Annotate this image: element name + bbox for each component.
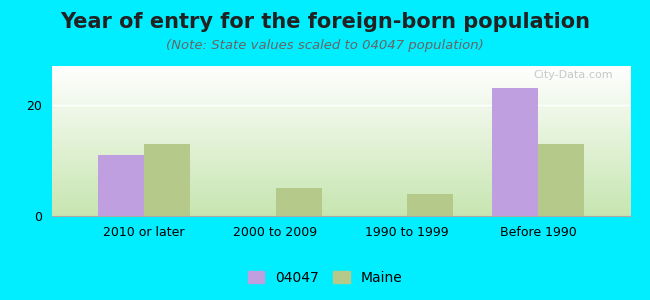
Bar <box>538 144 584 216</box>
Bar <box>493 88 538 216</box>
Text: City-Data.com: City-Data.com <box>534 70 613 80</box>
Text: Year of entry for the foreign-born population: Year of entry for the foreign-born popul… <box>60 12 590 32</box>
Text: (Note: State values scaled to 04047 population): (Note: State values scaled to 04047 popu… <box>166 39 484 52</box>
Legend: 04047, Maine: 04047, Maine <box>242 265 408 290</box>
Bar <box>144 144 190 216</box>
Bar <box>407 194 453 216</box>
Bar <box>98 155 144 216</box>
Bar <box>276 188 322 216</box>
